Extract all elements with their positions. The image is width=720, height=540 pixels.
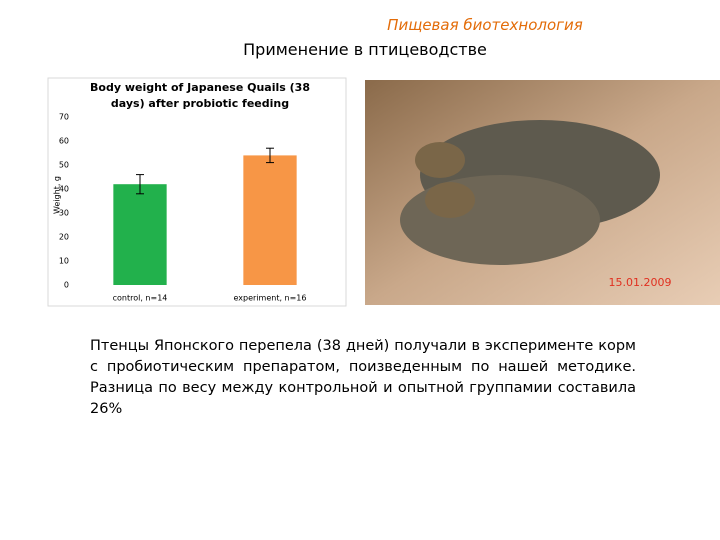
y-tick-label: 0 (64, 281, 69, 290)
quail-photo-bird (400, 175, 600, 265)
bar (243, 155, 297, 285)
quail-photo-head (425, 182, 475, 218)
x-tick-label: control, n=14 (113, 294, 168, 303)
subject: Пищевая биотехнология (387, 16, 583, 34)
y-tick-label: 10 (59, 257, 69, 266)
quail-photo-head (415, 142, 465, 178)
error-bar (266, 147, 274, 164)
chart-title-box: Body weight of Japanese Quails (38 days)… (90, 81, 310, 110)
y-tick-label: 40 (59, 185, 69, 194)
y-tick-label: 70 (59, 113, 69, 122)
y-tick-label: 30 (59, 209, 69, 218)
body-text: Птенцы Японского перепела (38 дней) полу… (90, 338, 636, 417)
y-axis-label: Weight, g (53, 176, 62, 214)
y-tick-label: 50 (59, 161, 69, 170)
bar (113, 184, 167, 285)
x-tick-label: experiment, n=16 (234, 294, 307, 303)
chart: Body weight of Japanese Quails (38 days)… (47, 77, 720, 307)
y-tick-label: 20 (59, 233, 69, 242)
chart-title: Body weight of Japanese Quails (38 days)… (90, 81, 310, 110)
y-tick-label: 60 (59, 137, 69, 146)
error-bar (136, 174, 144, 195)
slide-title: Применение в птицеводстве (243, 40, 487, 59)
date-stamp: 15.01.2009 (609, 276, 672, 289)
